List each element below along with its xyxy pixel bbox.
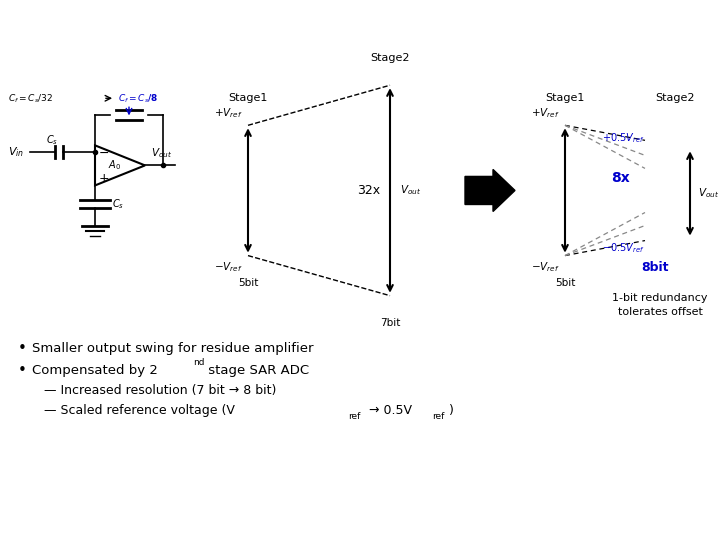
Text: $C_s$: $C_s$ bbox=[112, 198, 124, 211]
Text: $+0.5V_{ref}$: $+0.5V_{ref}$ bbox=[603, 132, 645, 145]
Text: tolerates offset: tolerates offset bbox=[618, 307, 703, 316]
Text: 32x: 32x bbox=[357, 184, 380, 197]
Text: nd: nd bbox=[193, 359, 204, 367]
Text: Compensated by 2: Compensated by 2 bbox=[32, 364, 158, 377]
Text: Subranging, Swing, and Linearity: Subranging, Swing, and Linearity bbox=[13, 23, 485, 47]
Text: $C_f$$=$$C_s$/32: $C_f$$=$$C_s$/32 bbox=[8, 92, 53, 105]
Text: $+V_{ref}$: $+V_{ref}$ bbox=[531, 106, 560, 120]
Text: •: • bbox=[18, 363, 27, 379]
Text: $+$: $+$ bbox=[98, 172, 109, 185]
Text: Stage2: Stage2 bbox=[370, 53, 410, 63]
Text: $V_{out}$: $V_{out}$ bbox=[698, 186, 719, 200]
Text: Smaller output swing for residue amplifier: Smaller output swing for residue amplifi… bbox=[32, 342, 313, 355]
Text: $-0.5V_{ref}$: $-0.5V_{ref}$ bbox=[603, 241, 645, 255]
Text: ref: ref bbox=[348, 413, 361, 421]
Text: Stage1: Stage1 bbox=[545, 93, 585, 103]
Text: 5bit: 5bit bbox=[238, 278, 258, 288]
Text: Stage2: Stage2 bbox=[655, 93, 695, 103]
Text: — Scaled reference voltage (V: — Scaled reference voltage (V bbox=[44, 404, 235, 417]
Text: $-$: $-$ bbox=[98, 146, 109, 159]
Text: stage SAR ADC: stage SAR ADC bbox=[204, 364, 309, 377]
Text: 7bit: 7bit bbox=[380, 318, 400, 328]
Text: 2014-09-24: 2014-09-24 bbox=[641, 516, 706, 525]
Text: 8x: 8x bbox=[611, 171, 630, 185]
Text: → 0.5V: → 0.5V bbox=[365, 404, 412, 417]
Text: $-V_{ref}$: $-V_{ref}$ bbox=[215, 261, 243, 274]
Text: 8bit: 8bit bbox=[642, 261, 669, 274]
Text: ): ) bbox=[449, 404, 454, 417]
Text: $C_s$: $C_s$ bbox=[46, 133, 58, 147]
Text: $A_0$: $A_0$ bbox=[109, 159, 122, 172]
Text: - 21 -: - 21 - bbox=[346, 516, 374, 525]
Text: $C_f$$=$$C_s$/8: $C_f$$=$$C_s$/8 bbox=[118, 92, 158, 105]
Text: Stage1: Stage1 bbox=[228, 93, 268, 103]
Text: ref: ref bbox=[432, 413, 444, 421]
Text: •: • bbox=[18, 341, 27, 356]
Text: $V_{out}$: $V_{out}$ bbox=[151, 146, 173, 160]
Text: — Increased resolution (7 bit → 8 bit): — Increased resolution (7 bit → 8 bit) bbox=[44, 384, 276, 397]
Text: $+V_{ref}$: $+V_{ref}$ bbox=[215, 106, 243, 120]
Text: $-V_{ref}$: $-V_{ref}$ bbox=[531, 261, 560, 274]
Text: $V_{in}$: $V_{in}$ bbox=[8, 145, 24, 159]
Text: 1-bit redundancy: 1-bit redundancy bbox=[612, 293, 708, 303]
FancyArrow shape bbox=[465, 170, 515, 212]
Text: $V_{out}$: $V_{out}$ bbox=[400, 184, 421, 197]
Text: TWEPP 2014: TWEPP 2014 bbox=[14, 516, 93, 525]
Text: 5bit: 5bit bbox=[555, 278, 575, 288]
